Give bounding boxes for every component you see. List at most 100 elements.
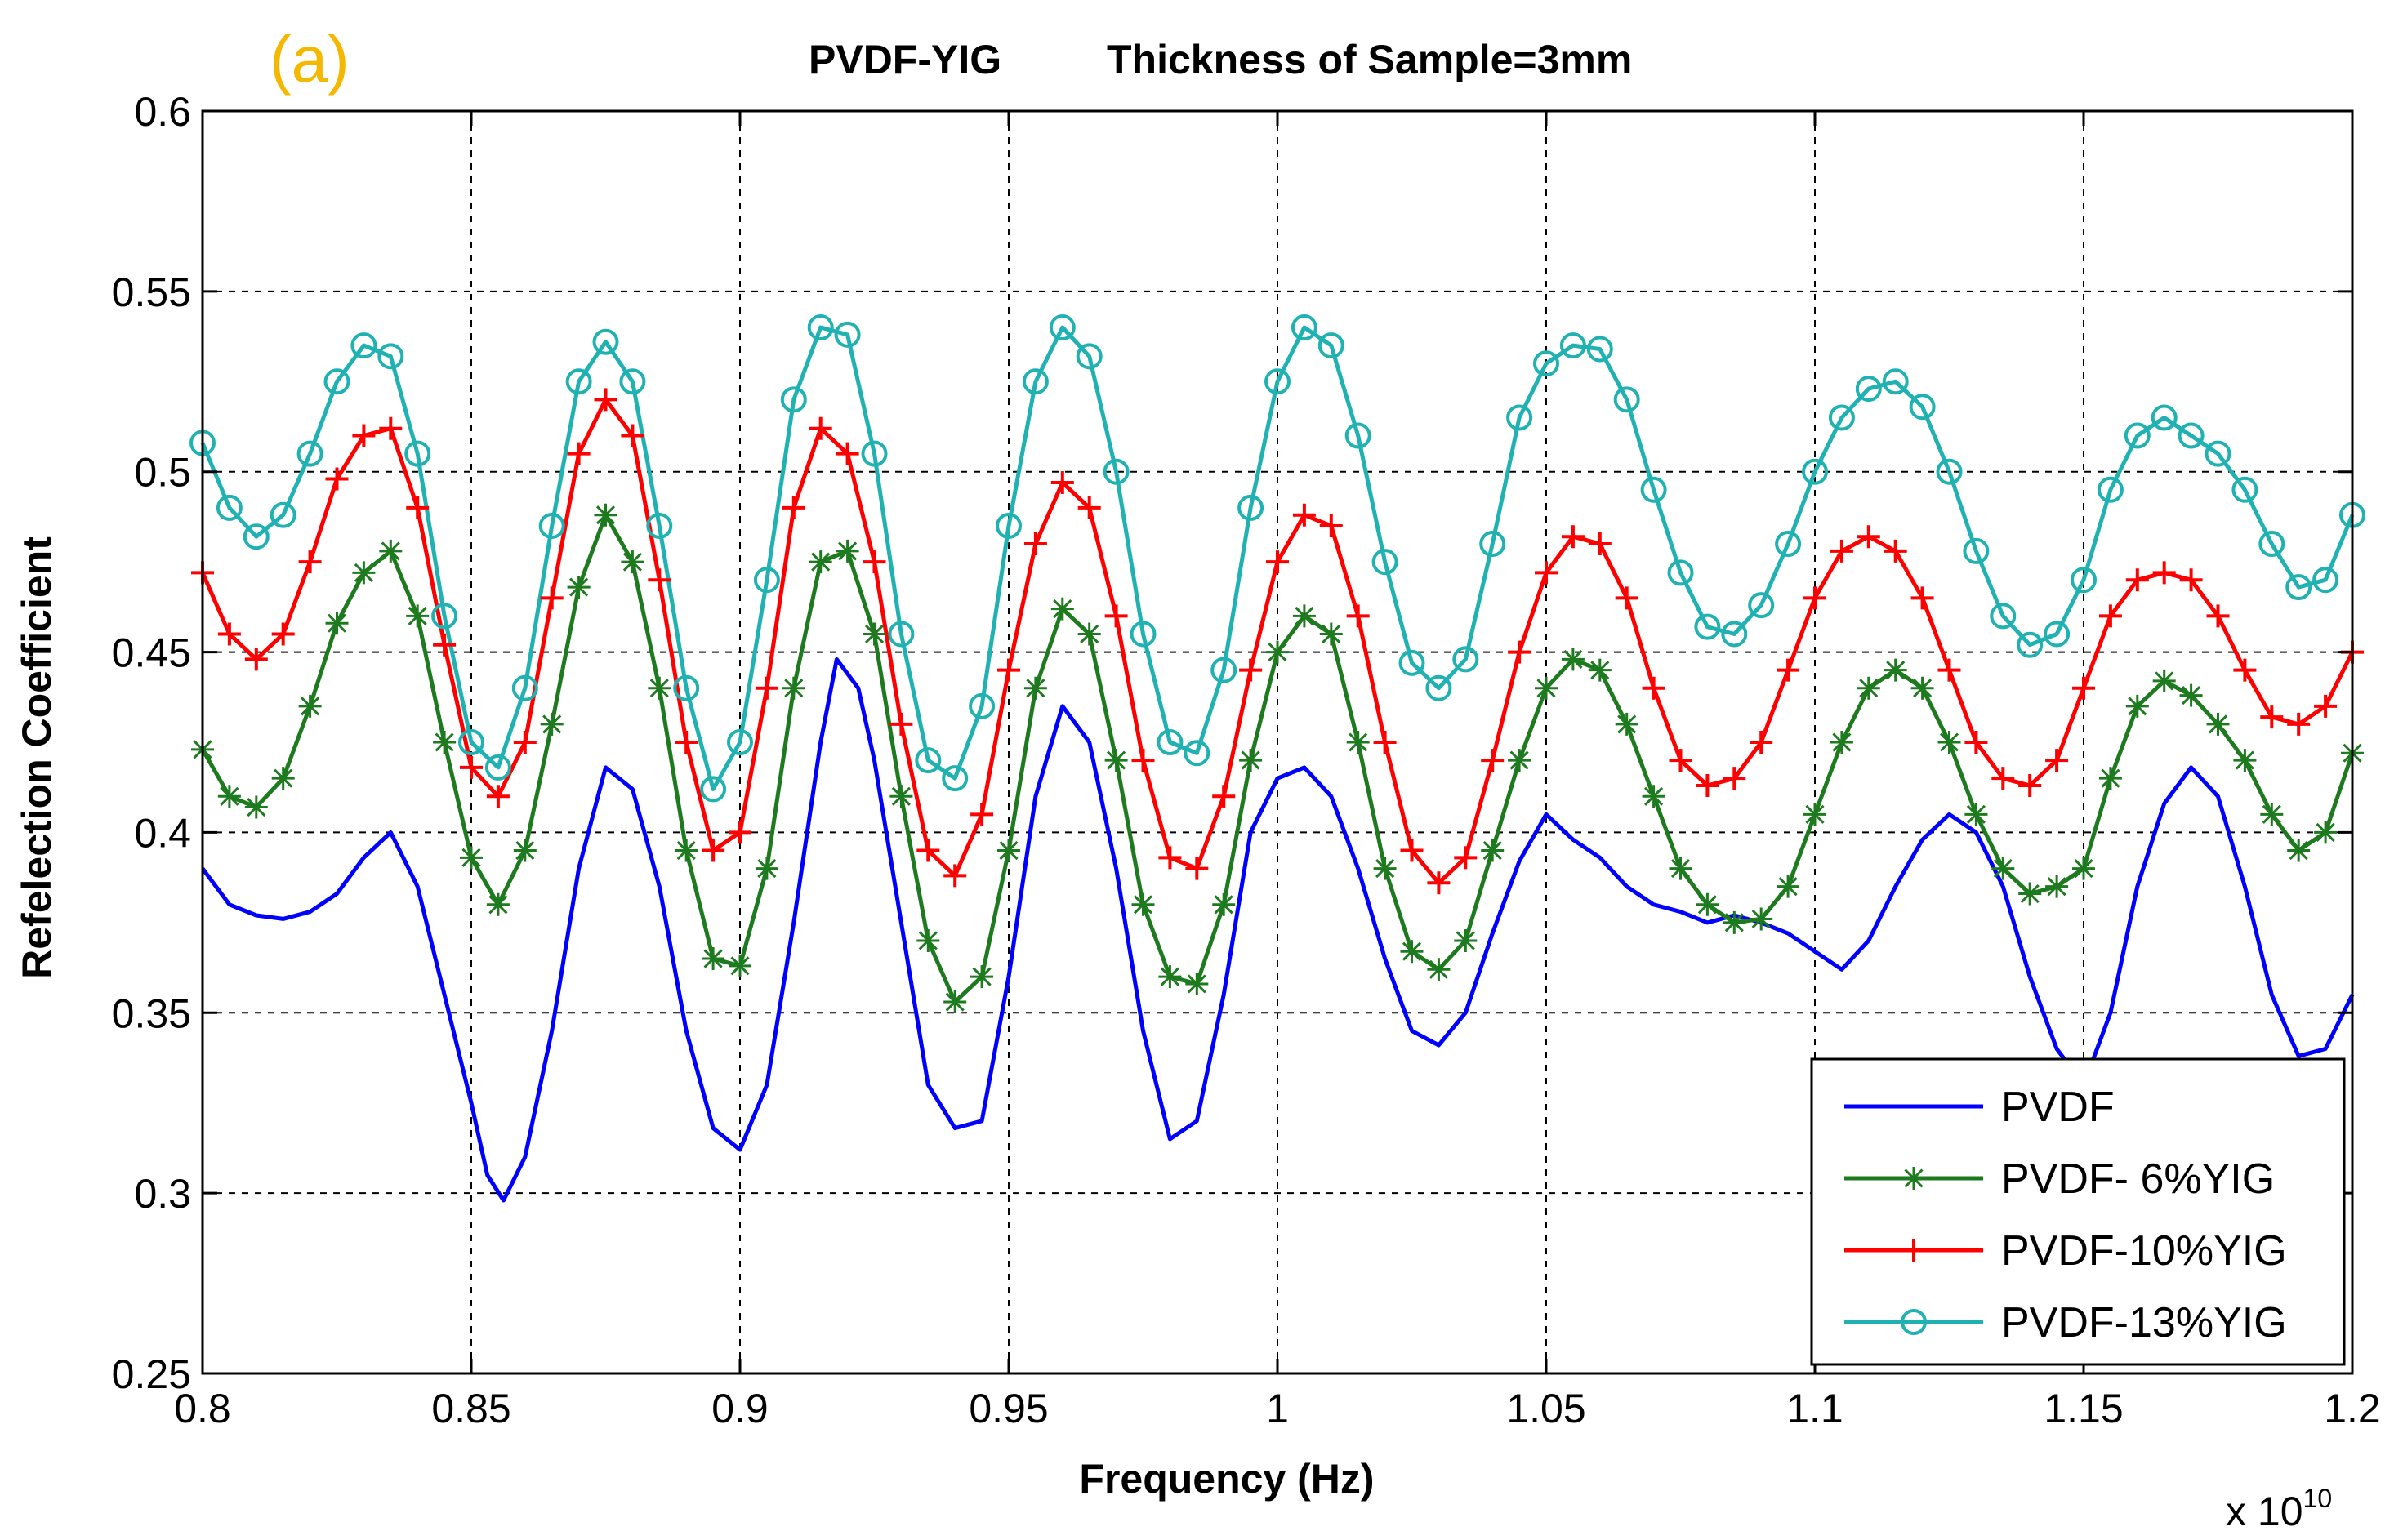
- series-point-3: [296, 440, 323, 467]
- series-point-3: [1479, 531, 1506, 558]
- series-point-2: [943, 864, 967, 888]
- series-point-1: [2152, 669, 2176, 692]
- series-point-3: [673, 674, 700, 701]
- series-point-1: [1346, 731, 1370, 754]
- series-point-2: [406, 496, 430, 519]
- y-axis-ticks: 0.25 0.3 0.35 0.4 0.45 0.5 0.55 0.6: [112, 89, 2352, 1397]
- series-point-1: [433, 731, 457, 754]
- series-point-1: [486, 892, 510, 916]
- series-point-1: [1185, 972, 1209, 995]
- series-point-2: [1346, 604, 1370, 628]
- series-point-2: [2045, 749, 2069, 772]
- series-point-2: [1292, 503, 1316, 527]
- series-point-2: [2260, 705, 2284, 729]
- series-markers: [189, 314, 2365, 1014]
- y-tick-label: 0.6: [134, 89, 191, 135]
- y-axis-title: Refelection Coefficient: [14, 536, 60, 979]
- series-point-2: [1266, 550, 1289, 574]
- series-point-3: [2017, 631, 2044, 658]
- series-point-3: [323, 368, 350, 395]
- series-point-2: [2072, 676, 2095, 700]
- series-point-2: [1212, 785, 1236, 808]
- series-point-3: [538, 512, 565, 539]
- series-point-1: [1266, 640, 1289, 664]
- series-point-2: [1050, 470, 1074, 494]
- series-point-1: [997, 839, 1020, 862]
- series-point-2: [675, 731, 698, 754]
- x-tick-label: 1: [1266, 1386, 1289, 1431]
- series-point-1: [352, 561, 376, 585]
- series-point-3: [350, 332, 377, 359]
- series-point-3: [2044, 621, 2071, 648]
- series-point-2: [621, 424, 644, 447]
- series-point-2: [1239, 658, 1263, 682]
- series-point-1: [1158, 965, 1182, 989]
- series-point-1: [621, 550, 644, 574]
- series-point-1: [1508, 749, 1531, 772]
- series-point-2: [809, 416, 832, 440]
- series-point-1: [1777, 875, 1800, 898]
- series-point-3: [969, 692, 996, 719]
- series-point-2: [1077, 496, 1101, 519]
- series-point-3: [1963, 537, 1990, 564]
- legend-label-2: PVDF-10%YIG: [2001, 1227, 2287, 1275]
- series-point-2: [433, 633, 457, 657]
- series-point-3: [1882, 368, 1909, 395]
- series-point-3: [1291, 314, 1317, 341]
- series-point-3: [1613, 386, 1640, 413]
- series-point-1: [1400, 940, 1424, 964]
- series-point-3: [888, 621, 915, 648]
- x-tick-label: 0.85: [431, 1386, 510, 1431]
- series-point-1: [702, 947, 725, 971]
- series-point-1: [863, 622, 886, 646]
- series-point-3: [484, 754, 511, 781]
- series-point-2: [1454, 846, 1478, 870]
- series-point-2: [1857, 525, 1880, 549]
- series-point-3: [780, 386, 807, 413]
- series-point-3: [1559, 332, 1586, 359]
- series-point-3: [1237, 494, 1264, 521]
- series-point-3: [2097, 476, 2124, 503]
- series-point-2: [1723, 767, 1746, 790]
- series-point-1: [2206, 712, 2230, 736]
- series-point-2: [352, 424, 376, 447]
- series-point-2: [271, 622, 295, 646]
- series-point-3: [700, 776, 727, 803]
- series-point-1: [1077, 622, 1101, 646]
- series-point-3: [1533, 350, 1559, 377]
- y-tick-label: 0.35: [112, 990, 191, 1036]
- series-point-3: [377, 343, 404, 370]
- series-point-1: [782, 676, 805, 700]
- series-point-3: [753, 567, 780, 594]
- series-point-1: [1830, 731, 1853, 754]
- series-point-2: [513, 731, 537, 754]
- series-point-2: [1427, 871, 1451, 895]
- series-point-1: [540, 712, 564, 736]
- series-point-2: [2287, 712, 2311, 736]
- series-point-3: [2151, 404, 2178, 431]
- series-point-2: [1830, 539, 1853, 563]
- series-point-2: [1535, 561, 1558, 585]
- series-point-1: [2260, 803, 2284, 826]
- series-point-2: [1185, 857, 1209, 880]
- series-point-1: [379, 539, 403, 563]
- series-point-2: [486, 785, 510, 808]
- series-point-1: [1535, 676, 1558, 700]
- series-point-1: [675, 839, 698, 862]
- series-point-1: [244, 795, 268, 819]
- series-point-3: [2205, 440, 2231, 467]
- legend: PVDF PVDF- 6%YIG PVDF-10%YIG PVDF-13%YIG: [1810, 1057, 2346, 1366]
- series-point-2: [1937, 658, 1961, 682]
- series-point-3: [458, 729, 484, 755]
- series-point-3: [1775, 531, 1802, 558]
- series-point-3: [1130, 621, 1157, 648]
- series-point-3: [2285, 574, 2312, 601]
- series-point-3: [2231, 476, 2258, 503]
- series-point-1: [1481, 839, 1505, 862]
- series-point-2: [1481, 749, 1505, 772]
- series-point-1: [1239, 749, 1263, 772]
- legend-label-1: PVDF- 6%YIG: [2001, 1155, 2275, 1203]
- series-point-1: [594, 503, 617, 527]
- series-point-1: [1131, 892, 1155, 916]
- series-point-1: [271, 767, 295, 790]
